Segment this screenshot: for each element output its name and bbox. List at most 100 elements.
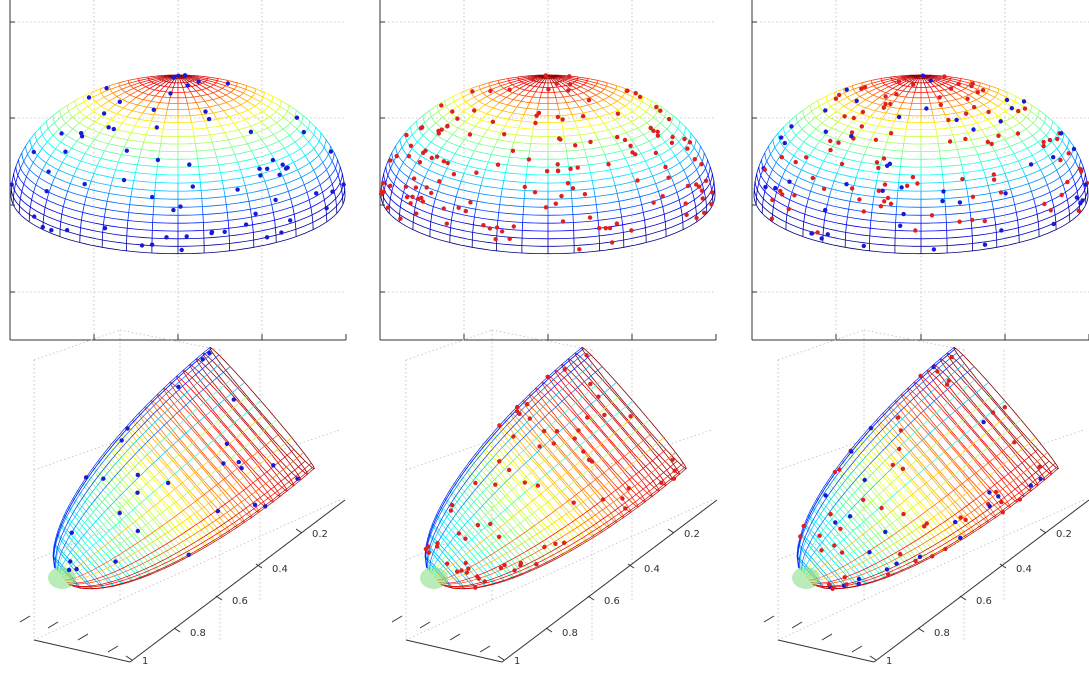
ellipsoid-panel-1: 0.20.40.60.81 xyxy=(19,329,346,667)
sample-point xyxy=(823,129,828,134)
meridian-segment xyxy=(783,120,790,128)
meridian-segment xyxy=(159,86,165,92)
meridian-segment xyxy=(389,198,391,207)
meridian-segment xyxy=(990,109,998,117)
x-tick xyxy=(449,633,461,641)
meridian-segment xyxy=(850,104,859,111)
sample-point xyxy=(341,182,346,187)
ellipsoid-meridian xyxy=(59,382,245,573)
meridian-segment xyxy=(929,76,940,80)
meridian-segment xyxy=(942,174,944,183)
y-tick-label: 1 xyxy=(142,656,148,667)
grid-line xyxy=(863,499,1085,601)
sample-point xyxy=(888,131,894,136)
meridian-segment xyxy=(997,158,1003,167)
meridian-segment xyxy=(290,198,294,207)
meridian-segment xyxy=(186,103,190,110)
meridian-segment xyxy=(27,147,33,155)
meridian-segment xyxy=(47,122,55,129)
meridian-segment xyxy=(110,85,120,90)
meridian-segment xyxy=(197,77,207,81)
sample-point xyxy=(429,155,434,161)
meridian-segment xyxy=(1061,155,1067,163)
meridian-segment xyxy=(589,97,597,103)
meridian-segment xyxy=(633,96,642,102)
meridian-segment xyxy=(15,175,19,183)
sample-point xyxy=(510,148,516,153)
sample-point xyxy=(653,150,659,156)
meridian-segment xyxy=(67,183,71,192)
meridian-segment xyxy=(399,199,402,208)
meridian-segment xyxy=(1056,134,1063,142)
meridian-segment xyxy=(64,191,68,200)
meridian-segment xyxy=(1025,128,1033,136)
meridian-segment xyxy=(583,84,593,89)
meridian-segment xyxy=(469,125,476,133)
sample-point xyxy=(861,243,866,249)
meridian-segment xyxy=(823,153,829,162)
meridian-segment xyxy=(601,146,606,155)
sample-point xyxy=(1002,405,1007,410)
meridian-segment xyxy=(971,116,978,124)
meridian-segment xyxy=(1013,153,1019,162)
x-tick xyxy=(851,645,863,653)
meridian-segment xyxy=(532,91,536,98)
grid-line xyxy=(491,329,593,351)
sample-point xyxy=(998,119,1003,124)
meridian-segment xyxy=(622,224,624,233)
meridian-segment xyxy=(955,112,961,120)
meridian-segment xyxy=(58,162,63,170)
meridian-segment xyxy=(13,166,17,174)
meridian-segment xyxy=(618,201,621,210)
sample-point xyxy=(828,512,833,517)
sample-point xyxy=(139,243,145,248)
ellipsoid-panel-3: 0.20.40.60.81 xyxy=(763,329,1089,667)
sample-point xyxy=(553,541,558,546)
sample-point xyxy=(637,94,643,100)
sample-point xyxy=(481,223,486,228)
meridian-segment xyxy=(631,173,636,182)
meridian-segment xyxy=(218,104,224,111)
meridian-segment xyxy=(1015,212,1018,221)
sample-point xyxy=(699,188,705,193)
meridian-segment xyxy=(952,134,956,143)
y-axis-line xyxy=(873,499,1089,663)
sample-point xyxy=(815,230,820,235)
sample-point xyxy=(222,229,227,234)
meridian-segment xyxy=(498,78,509,81)
meridian-segment xyxy=(106,193,110,202)
meridian-segment xyxy=(989,100,999,107)
meridian-segment xyxy=(459,139,465,147)
sample-point xyxy=(330,189,335,194)
meridian-segment xyxy=(970,139,975,148)
meridian-segment xyxy=(208,76,219,79)
sample-point xyxy=(609,240,615,245)
meridian-segment xyxy=(787,199,791,208)
meridian-segment xyxy=(1036,162,1041,170)
meridian-segment xyxy=(625,132,632,140)
meridian-segment xyxy=(518,120,522,129)
meridian-segment xyxy=(520,95,526,102)
sample-point xyxy=(996,133,1001,138)
meridian-segment xyxy=(219,97,227,103)
sample-point xyxy=(628,414,633,419)
meridian-segment xyxy=(283,116,291,124)
meridian-segment xyxy=(130,125,136,133)
meridian-segment xyxy=(183,77,191,82)
ellipsoid-meridian xyxy=(440,460,678,587)
sample-point xyxy=(294,115,300,120)
meridian-segment xyxy=(658,104,667,111)
sample-point xyxy=(886,572,891,577)
meridian-segment xyxy=(153,79,162,84)
sample-point xyxy=(553,201,558,206)
ellipsoid-ring xyxy=(195,358,302,481)
meridian-segment xyxy=(937,143,940,152)
meridian-segment xyxy=(502,104,508,111)
sample-point xyxy=(135,528,140,534)
sample-point xyxy=(527,416,532,421)
meridian-segment xyxy=(781,169,786,178)
meridian-segment xyxy=(192,129,195,137)
meridian-segment xyxy=(244,119,252,127)
sample-point xyxy=(842,114,847,119)
meridian-segment xyxy=(571,114,576,122)
